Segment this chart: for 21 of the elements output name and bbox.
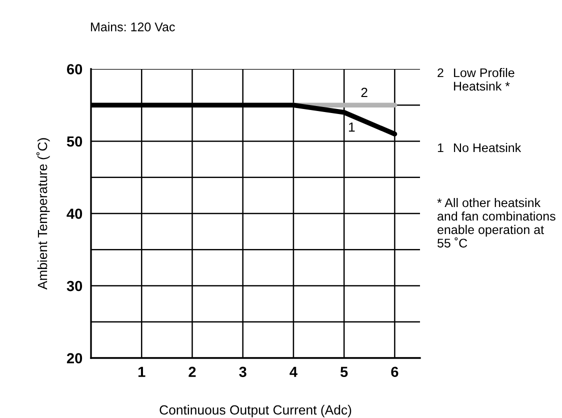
x-tick-label: 1 bbox=[138, 366, 146, 377]
annotation: 1 bbox=[349, 122, 355, 132]
x-tick-label: 3 bbox=[239, 366, 246, 378]
x-tick-label: 6 bbox=[391, 366, 398, 378]
text: 1 bbox=[438, 143, 444, 152]
x-axis-title: Continuous Output Current (Adc) bbox=[160, 404, 352, 418]
text: No Heatsink bbox=[454, 143, 522, 152]
y-tick-label: 20 bbox=[66, 353, 82, 364]
text: 2 bbox=[438, 68, 444, 78]
x-tick-label: 5 bbox=[340, 366, 348, 378]
y-tick-label: 60 bbox=[66, 64, 82, 74]
y-tick-label: 30 bbox=[66, 280, 82, 292]
y-axis-title: Ambient Temperature (˚C) bbox=[36, 138, 50, 290]
text: * All other heatsink and fan combinations enable operation at 55 ˚C bbox=[437, 198, 556, 248]
x-tick-label: 4 bbox=[290, 366, 298, 377]
chart-subtitle: Mains: 120 Vac bbox=[91, 22, 175, 32]
annotation: 2 bbox=[361, 88, 368, 97]
x-tick-label: 2 bbox=[188, 366, 196, 377]
text: Low Profile Heatsink * bbox=[454, 68, 514, 91]
y-tick-label: 50 bbox=[66, 136, 82, 147]
y-tick-label: 40 bbox=[66, 208, 82, 219]
